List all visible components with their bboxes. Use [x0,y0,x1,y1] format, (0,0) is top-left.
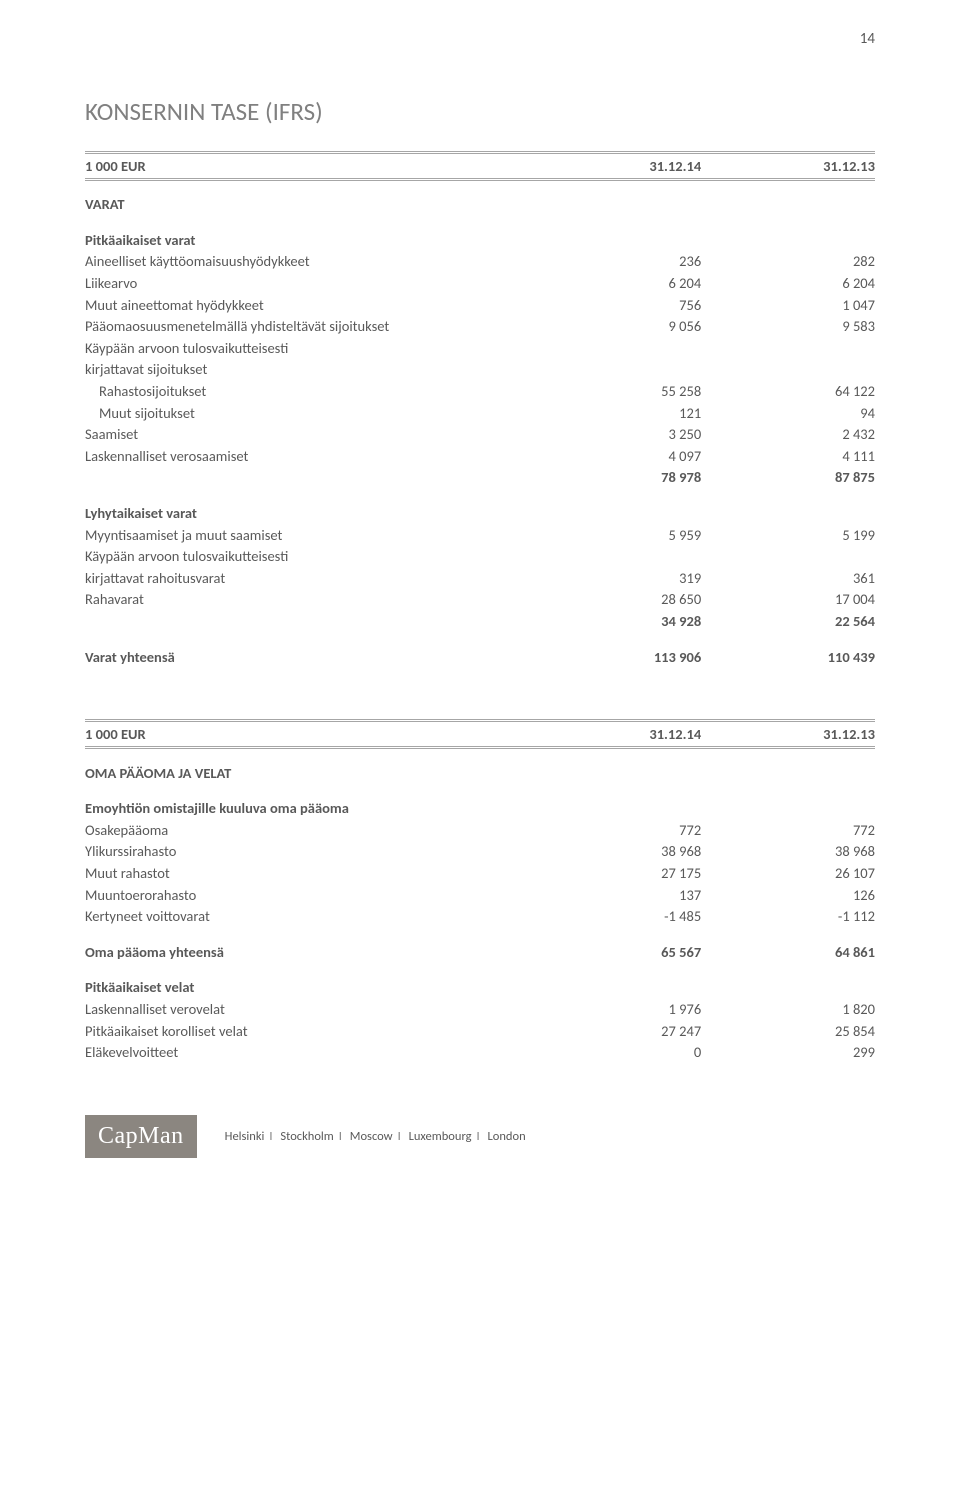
table-row: Myyntisaamiset ja muut saamiset5 9595 19… [85,524,875,546]
table-row: Muut sijoitukset12194 [85,402,875,424]
table-row: Aineelliset käyttöomaisuushyödykkeet2362… [85,251,875,273]
table-row: Laskennalliset verosaamiset4 0974 111 [85,445,875,467]
subtotal-row: Oma pääoma yhteensä65 56764 861 [85,941,875,963]
table-row: Rahastosijoitukset55 25864 122 [85,380,875,402]
section-varat: VARAT [85,194,527,216]
table-row: Saamiset3 2502 432 [85,423,875,445]
balance-assets-table: 1 000 EUR 31.12.14 31.12.13 VARAT Pitkäa… [85,151,875,667]
table-row: Ylikurssirahasto38 96838 968 [85,841,875,863]
table-row: Eläkevelvoitteet0299 [85,1041,875,1063]
table-row: Käypään arvoon tulosvaikutteisesti [85,337,875,359]
table-row: Muut rahastot27 17526 107 [85,862,875,884]
col-label: 1 000 EUR [85,721,527,748]
section-noncurrent: Pitkäaikaiset varat [85,229,527,251]
col-label: 1 000 EUR [85,153,527,180]
total-row: Varat yhteensä113 906110 439 [85,646,875,668]
col-2014: 31.12.14 [527,721,701,748]
section-noncurrent-liab: Pitkäaikaiset velat [85,977,527,999]
table-row: Laskennalliset verovelat1 9761 820 [85,998,875,1020]
section-parent-equity: Emoyhtiön omistajille kuuluva oma pääoma [85,797,527,819]
table-row: Pääomaosuusmenetelmällä yhdisteltävät si… [85,315,875,337]
table-row: Pitkäaikaiset korolliset velat27 24725 8… [85,1020,875,1042]
table-row: Kertyneet voittovarat-1 485-1 112 [85,905,875,927]
table-row: Osakepääoma772772 [85,819,875,841]
table-row: Liikearvo6 2046 204 [85,272,875,294]
section-current: Lyhytaikaiset varat [85,502,527,524]
col-2013: 31.12.13 [701,153,875,180]
subtotal-row: 34 92822 564 [85,610,875,632]
page-title: KONSERNIN TASE (IFRS) [85,96,875,127]
col-2014: 31.12.14 [527,153,701,180]
logo: CapMan [85,1115,197,1158]
section-equity-liab: OMA PÄÄOMA JA VELAT [85,762,527,784]
balance-equity-table: 1 000 EUR 31.12.14 31.12.13 OMA PÄÄOMA J… [85,719,875,1063]
table-row: Käypään arvoon tulosvaikutteisesti [85,545,875,567]
table-row: kirjattavat sijoitukset [85,359,875,381]
table-row: Muut aineettomat hyödykkeet7561 047 [85,294,875,316]
footer-cities: HelsinkiI StockholmI MoscowI LuxembourgI… [225,1129,526,1144]
page-footer: CapMan HelsinkiI StockholmI MoscowI Luxe… [85,1115,875,1158]
table-row: Muuntoerorahasto137126 [85,884,875,906]
table-row: Rahavarat28 65017 004 [85,589,875,611]
table-row: kirjattavat rahoitusvarat319361 [85,567,875,589]
subtotal-row: 78 97887 875 [85,467,875,489]
col-2013: 31.12.13 [701,721,875,748]
page-number: 14 [85,30,875,48]
